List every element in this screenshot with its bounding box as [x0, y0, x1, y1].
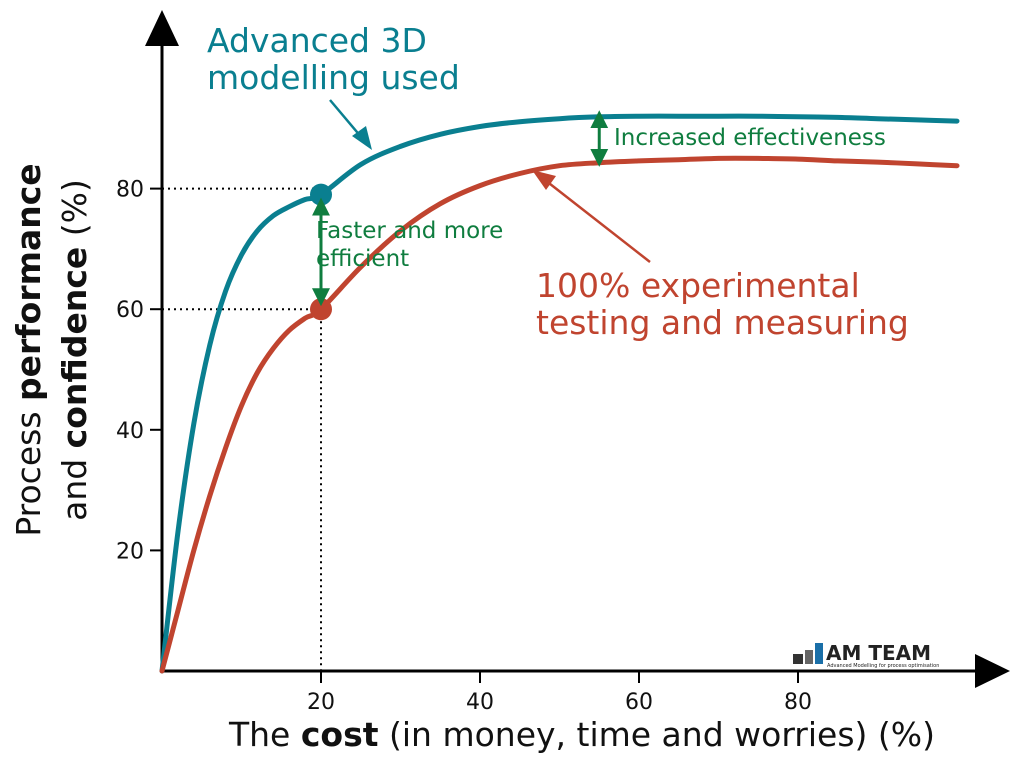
x-axis-label: The cost (in money, time and worries) (%… — [228, 715, 935, 754]
marker-experimental — [310, 298, 332, 321]
series-group — [159, 113, 960, 674]
y-axis-arrowhead — [145, 10, 179, 46]
series-line-experimental — [159, 155, 960, 674]
x-axis-arrowhead — [975, 654, 1010, 688]
x-tick-label: 80 — [784, 690, 812, 715]
increased-effectiveness-label: Increased effectiveness — [614, 125, 886, 151]
red-series-label: 100% experimental testing and measuring — [536, 266, 909, 342]
logo-icon-block-3 — [815, 643, 823, 664]
logo-icon-block-1 — [793, 654, 803, 664]
y-axis-label-line1: Process performance — [9, 163, 48, 536]
guide-lines — [162, 187, 322, 671]
y-axis-label: Process performance and confidence (%) — [9, 163, 94, 536]
series-line-3d-modelling — [159, 113, 960, 674]
blue-label-pointer — [329, 99, 363, 139]
red-label-pointer-head — [532, 170, 556, 190]
y-tick-label: 60 — [116, 298, 144, 323]
green-arrows — [312, 110, 609, 307]
x-tick-label: 40 — [466, 690, 494, 715]
faster-efficient-label: Faster and more efficient — [316, 218, 511, 272]
logo-sub-text: Advanced Modelling for process optimisat… — [827, 663, 939, 669]
logo-icon-block-2 — [805, 650, 813, 664]
blue-series-label: Advanced 3D modelling used — [207, 21, 460, 97]
red-label-pointer — [544, 179, 651, 263]
am-team-logo: AM TEAM Advanced Modelling for process o… — [793, 641, 939, 669]
y-tick-label: 40 — [116, 419, 144, 444]
x-tick-label: 60 — [625, 690, 653, 715]
x-tick-label: 20 — [307, 690, 335, 715]
axis-ticks: 20 40 60 80 20 40 60 80 — [116, 178, 812, 715]
marker-3d-modelling — [310, 183, 332, 206]
y-axis-label-line2: and confidence (%) — [55, 179, 94, 521]
y-tick-label: 20 — [116, 539, 144, 564]
y-tick-label: 80 — [116, 178, 144, 203]
logo-main-text: AM TEAM — [826, 641, 931, 665]
blue-label-pointer-head — [352, 126, 372, 150]
